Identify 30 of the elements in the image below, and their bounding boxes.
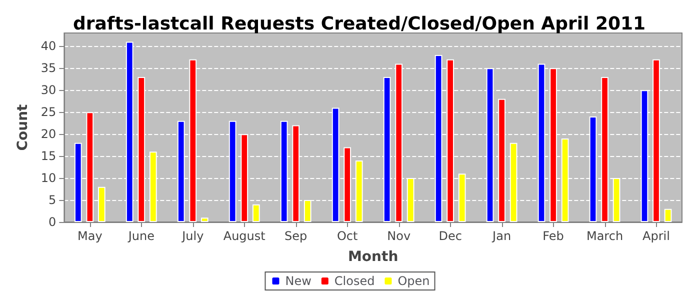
x-tick-label: June (127, 229, 154, 243)
legend-label: New (285, 274, 312, 288)
y-tick-label: 15 (40, 149, 56, 164)
x-tick-label: Feb (542, 229, 564, 243)
y-tick-label: 40 (40, 39, 56, 54)
y-axis-title: Count (15, 104, 31, 151)
bar (252, 204, 260, 222)
x-tick-label: Jan (492, 229, 512, 243)
y-tick-label: 30 (40, 83, 56, 98)
y-tick-label: 0 (48, 215, 56, 229)
y-tick-label: 10 (40, 171, 56, 186)
chart-title: drafts-lastcall Requests Created/Closed/Open April 2011 (73, 14, 646, 34)
bar (200, 218, 208, 222)
x-tick-label: Nov (387, 229, 411, 243)
y-tick-label: 20 (40, 127, 56, 142)
y-tick-label: 35 (40, 61, 56, 76)
y-tick-label: 5 (48, 193, 56, 208)
x-tick-label: May (78, 229, 102, 243)
x-axis-title: Month (348, 249, 398, 265)
x-tick-label: July (181, 229, 204, 243)
x-tick-label: Dec (438, 229, 462, 243)
x-tick-label: April (642, 229, 670, 243)
x-tick-label: August (223, 229, 266, 243)
bar (664, 208, 672, 222)
x-tick-label: Oct (336, 229, 358, 243)
x-tick-label: Sep (284, 229, 308, 243)
legend-label: Open (398, 274, 430, 288)
x-tick-label: March (586, 229, 624, 243)
legend-label: Closed (334, 274, 375, 288)
y-tick-label: 25 (40, 105, 56, 120)
